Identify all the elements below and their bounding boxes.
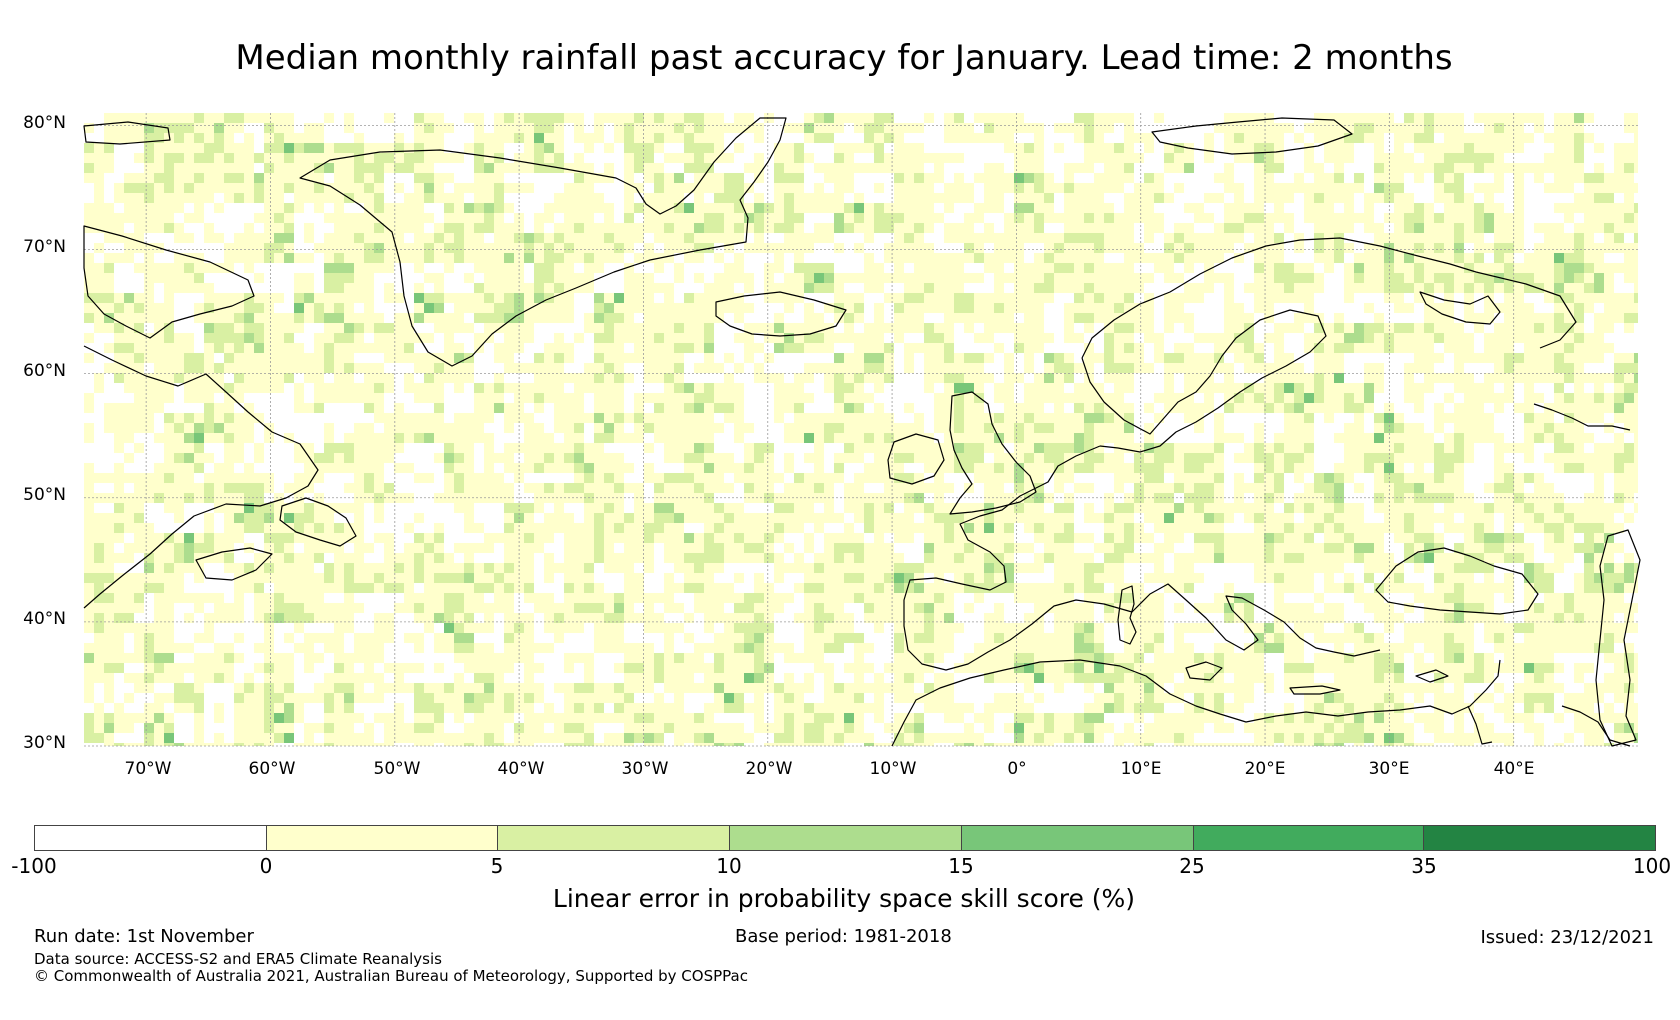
- base-period: Base period: 1981-2018: [735, 926, 952, 947]
- skill-score-grid: [84, 113, 1638, 746]
- coastline-black-sea: [1375, 547, 1539, 615]
- colorbar-tick-15: 15: [948, 854, 974, 878]
- coastline-north-africa: [891, 659, 1501, 747]
- coastline-iceland: [715, 291, 847, 337]
- lon-label-70w: 70°W: [124, 759, 172, 779]
- colorbar-bin-25-35: [1193, 826, 1425, 850]
- copyright: © Commonwealth of Australia 2021, Austra…: [34, 967, 748, 985]
- lon-label-40e: 40°E: [1493, 759, 1535, 779]
- issued-date: Issued: 23/12/2021: [1480, 927, 1654, 948]
- lat-label-40n: 40°N: [23, 609, 66, 629]
- lon-label-20e: 20°E: [1244, 759, 1286, 779]
- colorbar-label: Linear error in probability space skill …: [552, 884, 1136, 913]
- colorbar-tick-100: 100: [1632, 854, 1672, 878]
- graticule: [84, 113, 1638, 747]
- lat-label-80n: 80°N: [23, 113, 66, 133]
- coastline-newfoundland: [279, 497, 357, 547]
- coastline-sardinia-corsica: [1117, 585, 1137, 645]
- colorbar-tick-minus-100: -100: [11, 854, 57, 878]
- coastline-greenland: [299, 117, 787, 367]
- coastline-levant: [1467, 705, 1493, 745]
- lat-label-50n: 50°N: [23, 485, 66, 505]
- coastline-baffin-island: [83, 225, 255, 339]
- coastline-white-sea: [1419, 291, 1501, 325]
- coastline-russia-inland: [1533, 403, 1631, 431]
- colorbar-bin-5-10: [498, 826, 731, 850]
- colorbar-bin-35-100: [1424, 826, 1656, 850]
- lon-label-20w: 20°W: [745, 759, 793, 779]
- colorbar-bin-10-15: [730, 826, 962, 850]
- coastline-western-europe: [903, 445, 1381, 671]
- colorbar-bin-0-5: [266, 826, 499, 850]
- coastline-middle-east-inland: [1561, 705, 1631, 747]
- coastline-ireland: [887, 433, 945, 485]
- lat-label-70n: 70°N: [23, 237, 66, 257]
- lon-label-0: 0°: [1007, 759, 1027, 779]
- coastline-sicily: [1185, 661, 1223, 681]
- lon-label-30e: 30°E: [1368, 759, 1410, 779]
- lat-label-30n: 30°N: [23, 733, 66, 753]
- coastline-crete: [1289, 685, 1341, 695]
- lon-label-50w: 50°W: [373, 759, 421, 779]
- lon-label-40w: 40°W: [497, 759, 545, 779]
- coastline-scandinavia: [1081, 237, 1577, 359]
- colorbar: [34, 825, 1656, 851]
- coastline-nova-scotia: [195, 547, 273, 581]
- coastline-labrador: [83, 345, 319, 609]
- coastline-cyprus: [1415, 669, 1449, 683]
- colorbar-bin-below-0: [35, 826, 267, 850]
- lon-label-10w: 10°W: [869, 759, 917, 779]
- coastline-baltic: [1081, 309, 1327, 453]
- lon-label-30w: 30°W: [621, 759, 669, 779]
- lat-label-60n: 60°N: [23, 361, 66, 381]
- lon-label-60w: 60°W: [248, 759, 296, 779]
- coastline-caspian-sea: [1595, 529, 1641, 747]
- run-date: Run date: 1st November: [34, 926, 254, 947]
- colorbar-tick-10: 10: [716, 854, 742, 878]
- colorbar-tick-5: 5: [490, 854, 504, 878]
- colorbar-bin-15-25: [961, 826, 1194, 850]
- coastline-canadian-islands: [83, 121, 171, 145]
- chart-title: Median monthly rainfall past accuracy fo…: [235, 38, 1453, 78]
- coastlines: [83, 117, 1641, 747]
- lon-label-10e: 10°E: [1120, 759, 1162, 779]
- colorbar-tick-25: 25: [1179, 854, 1205, 878]
- coastline-svalbard: [1151, 117, 1353, 155]
- colorbar-tick-35: 35: [1411, 854, 1437, 878]
- data-source: Data source: ACCESS-S2 and ERA5 Climate …: [34, 950, 442, 968]
- colorbar-tick-0: 0: [259, 854, 273, 878]
